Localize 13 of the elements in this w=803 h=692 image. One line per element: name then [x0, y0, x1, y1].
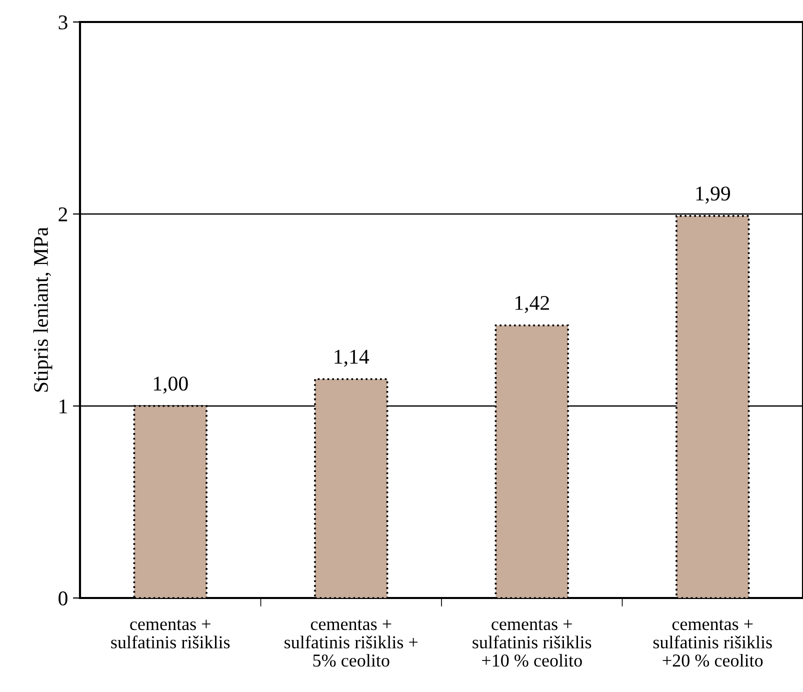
data-label: 1,14 — [334, 350, 370, 367]
y-tick-label: 1 — [60, 399, 67, 414]
data-label: 1,99 — [696, 186, 730, 204]
y-tick-label: 3 — [58, 15, 68, 30]
data-label: 1,42 — [515, 296, 549, 314]
x-tick-label: cementas + sulfatinis rišiklis + 5% ceolito — [284, 620, 418, 667]
x-tick-label: cementas + sulfatinis rišiklis — [111, 620, 230, 648]
y-tick-label: 2 — [58, 207, 68, 222]
data-label: 1,00 — [154, 376, 188, 394]
y-axis-title: Stipris leniant, MPa — [33, 227, 52, 392]
x-tick-label: cementas + sulfatinis rišiklis +20 % ceolito — [653, 620, 772, 667]
x-tick-label: cementas + sulfatinis rišiklis +10 % ceolito — [472, 620, 592, 667]
y-tick-label: 0 — [58, 591, 68, 606]
